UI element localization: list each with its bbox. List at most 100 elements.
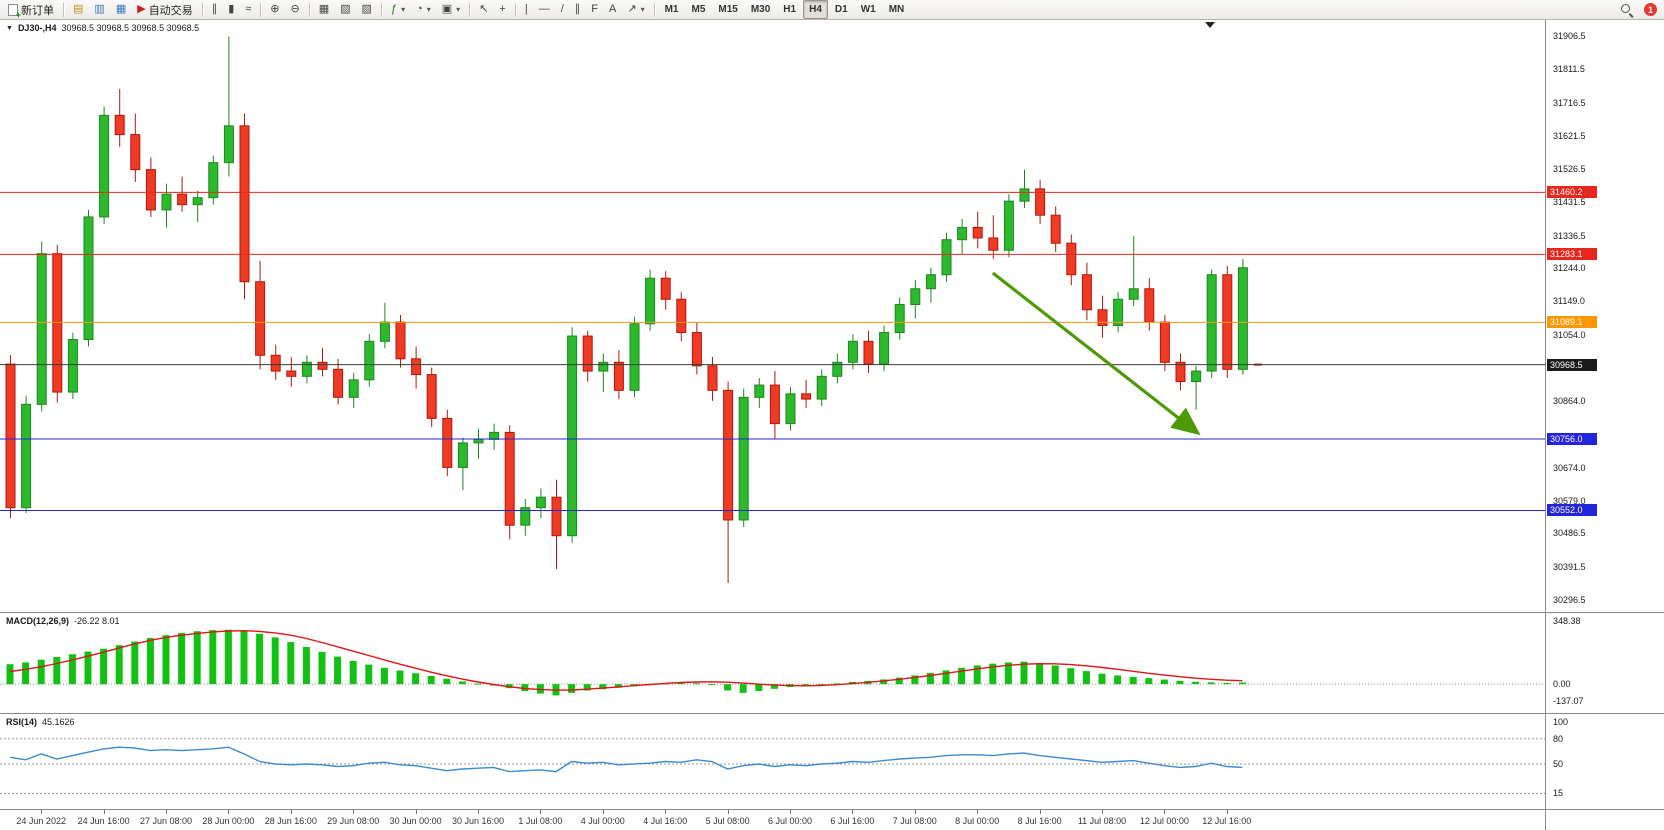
bear-candle	[676, 298, 687, 334]
toolbar-separator	[514, 2, 516, 17]
macd-histogram-bar	[178, 633, 186, 685]
chart-title: ▼ DJ30-,H4 30968.5 30968.5 30968.5 30968…	[6, 23, 199, 33]
price-axis-label: 31431.5	[1553, 197, 1586, 208]
indicators-button[interactable]: ƒ ▾	[386, 0, 410, 19]
bull-candle	[941, 239, 952, 276]
timeframe-w1[interactable]: W1	[860, 4, 876, 15]
arrows-button[interactable]: ↗ ▾	[622, 0, 649, 19]
bear-candle	[863, 340, 874, 365]
autotrading-button[interactable]: ▶ 自动交易	[132, 0, 197, 19]
fibonacci-icon: F	[591, 3, 598, 15]
cursor-button[interactable]: ↖	[474, 0, 493, 19]
timeframe-m1[interactable]: M1	[664, 4, 679, 15]
bull-candle	[567, 335, 578, 537]
tile-windows-button[interactable]: ▦	[314, 0, 334, 19]
crosshair-button[interactable]: +	[494, 0, 510, 19]
price-chart-canvas[interactable]	[0, 20, 1545, 612]
bull-candle	[301, 361, 312, 377]
bull-candle	[1128, 288, 1139, 300]
macd-axis-label: 348.38	[1553, 616, 1581, 626]
notification-badge[interactable]: 1	[1644, 3, 1657, 16]
timeframe-h1[interactable]: H1	[783, 4, 797, 15]
bull-candle	[847, 340, 858, 363]
bars-button[interactable]: ∥	[207, 0, 223, 19]
macd-histogram-bar	[895, 677, 903, 685]
bull-candle	[67, 339, 78, 393]
toolbar-separator	[260, 2, 262, 17]
macd-histogram-bar	[770, 684, 778, 689]
time-axis-label: 11 Jul 08:00	[1077, 816, 1127, 826]
indicators-icon: ƒ	[390, 3, 398, 15]
macd-histogram-bar	[802, 684, 810, 686]
macd-histogram-bar	[958, 667, 966, 685]
macd-canvas[interactable]	[0, 613, 1545, 713]
periods-button[interactable]: ◔ ▾	[411, 0, 436, 19]
trend-arrow[interactable]	[991, 271, 1201, 436]
terminal-button[interactable]: ▦	[111, 0, 131, 19]
text-button[interactable]: A	[604, 0, 621, 19]
macd-histogram-bar	[1082, 671, 1090, 685]
timeframe-d1[interactable]: D1	[834, 4, 848, 15]
chevron-down-icon: ▾	[456, 5, 461, 14]
bear-candle	[1081, 274, 1092, 311]
bull-candle	[520, 507, 531, 526]
macd-histogram-bar	[1067, 668, 1075, 685]
timeframe-m15[interactable]: M15	[718, 4, 738, 15]
timeframe-m5[interactable]: M5	[691, 4, 706, 15]
macd-histogram-bar	[911, 675, 919, 685]
support-line-1-badge: 30756.0	[1547, 433, 1597, 446]
timeframe-h4[interactable]: H4	[803, 0, 828, 19]
price-axis-rsi: 100 80 50 15	[1546, 714, 1664, 810]
cascade-windows-button[interactable]: ▧	[335, 0, 355, 19]
time-axis[interactable]: 24 Jun 2022 24 Jun 16:00 27 Jun 08:00 28 Ju…	[0, 810, 1545, 830]
time-axis-label: 7 Jul 08:00	[892, 816, 937, 826]
horizontal-line-button[interactable]: —	[534, 0, 555, 19]
vertical-line-button[interactable]: |	[520, 0, 533, 19]
line-chart-icon: ≈	[245, 3, 252, 15]
chart-window-icon: ▤	[73, 3, 84, 15]
templates-button[interactable]: ▣ ▾	[437, 0, 465, 19]
timeframe-m30[interactable]: M30	[750, 4, 771, 15]
fibonacci-button[interactable]: F	[586, 0, 603, 19]
macd-histogram-bar	[22, 662, 30, 685]
time-axis-label: 28 Jun 00:00	[202, 816, 255, 826]
macd-histogram-bar	[396, 670, 404, 685]
chart-shift-marker[interactable]	[1205, 22, 1215, 28]
time-axis-label: 4 Jul 16:00	[643, 816, 688, 826]
macd-histogram-bar	[942, 670, 950, 685]
price-axis-column[interactable]: 31906.5 31811.5 31716.5 31621.5 31526.5 31431…	[1545, 20, 1664, 830]
macd-histogram-bar	[37, 659, 45, 685]
bull-candle	[535, 496, 546, 509]
price-axis-label: 30486.5	[1553, 528, 1586, 539]
templates-icon: ▣	[441, 3, 453, 15]
macd-histogram-bar	[1192, 681, 1200, 685]
candles-button[interactable]: ▮	[223, 0, 239, 19]
chart-window: ▼ DJ30-,H4 30968.5 30968.5 30968.5 30968…	[0, 20, 1664, 830]
time-axis-label: 30 Jun 00:00	[389, 816, 442, 826]
timeframe-mn[interactable]: MN	[888, 4, 905, 15]
time-axis-tick	[290, 810, 292, 814]
price-axis-label: 30674.0	[1553, 462, 1586, 473]
bull-candle	[36, 253, 47, 405]
price-axis-label: 31811.5	[1553, 64, 1585, 75]
arrange-windows-button[interactable]: ▨	[357, 0, 377, 19]
new-order-button[interactable]: 新订单	[3, 0, 59, 20]
macd-histogram-bar	[443, 678, 451, 685]
charts-button[interactable]: ▤	[68, 0, 88, 19]
rsi-line	[9, 746, 1243, 773]
macd-histogram-bar	[599, 684, 607, 690]
time-axis-label: 29 Jun 08:00	[327, 816, 380, 826]
collapse-icon[interactable]: ▼	[6, 24, 13, 32]
zoom-in-button[interactable]: ⊕	[265, 0, 284, 19]
rsi-canvas[interactable]	[0, 714, 1545, 809]
time-axis-label: 5 Jul 08:00	[705, 816, 750, 826]
trendline-icon: /	[560, 3, 564, 15]
macd-histogram-bar	[739, 684, 747, 693]
channel-button[interactable]: ∥	[570, 0, 586, 19]
trendline-button[interactable]: /	[556, 0, 569, 19]
bear-candle	[255, 281, 266, 356]
zoom-out-button[interactable]: ⊖	[286, 0, 305, 19]
search-button[interactable]	[1615, 0, 1639, 19]
line-button[interactable]: ≈	[240, 0, 256, 19]
profiles-button[interactable]: ▥	[89, 0, 109, 19]
